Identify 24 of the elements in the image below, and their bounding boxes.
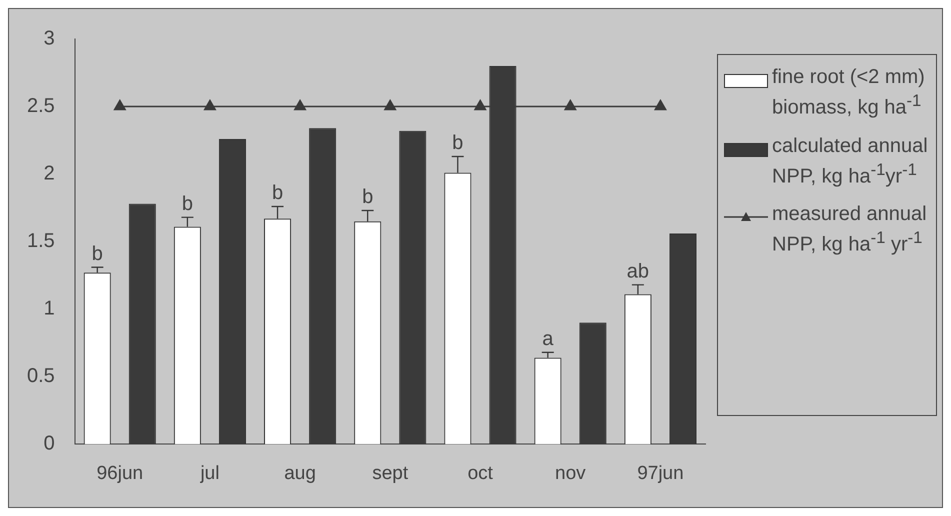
annotation: b <box>272 182 284 204</box>
annotation: b <box>362 186 374 208</box>
y-tick-label: 0.5 <box>26 365 55 388</box>
y-tick-label: 2.5 <box>26 95 55 118</box>
x-tick-label: 96jun <box>96 462 144 484</box>
y-tick-label: 1 <box>44 298 55 320</box>
annotation: b <box>92 242 103 265</box>
annotation: b <box>182 192 193 215</box>
x-tick-label: sept <box>372 462 409 484</box>
annotation: b <box>452 132 464 154</box>
x-tick-label: 97jun <box>637 462 684 484</box>
x-tick-label: jul <box>199 462 220 484</box>
x-tick-label: nov <box>555 462 586 484</box>
annotation: a <box>542 328 554 350</box>
y-tick-label: 2 <box>44 162 55 185</box>
legend-label: calculated annual NPP, kg ha$^{-1}$yr$^{-1}$ <box>772 134 929 188</box>
y-tick-label: 0 <box>44 432 55 455</box>
y-tick-label: 1.5 <box>26 230 55 252</box>
legend-label: fine root (<2 mm) biomass, kg ha$^{-1}$ <box>772 65 926 120</box>
x-tick-label: aug <box>284 462 316 484</box>
annotation: ab <box>626 260 650 282</box>
y-tick-label: 3 <box>44 28 55 50</box>
legend-label: measured annual NPP, kg ha$^{-1}$ yr$^{-1}$ <box>772 202 928 257</box>
x-tick-label: oct <box>468 462 494 484</box>
